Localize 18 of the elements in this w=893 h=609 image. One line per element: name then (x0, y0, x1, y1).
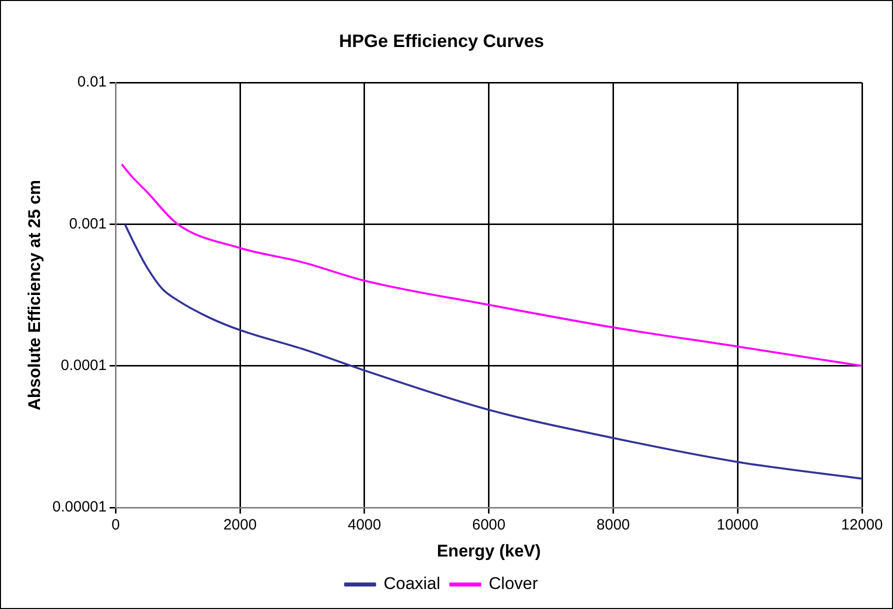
line-series (120, 163, 862, 367)
x-tick-label: 4000 (348, 516, 382, 534)
x-tick-label: 8000 (596, 516, 630, 534)
y-tick-label: 0.01 (77, 74, 107, 91)
legend-label: Clover (488, 574, 538, 594)
chart-title: HPGe Efficiency Curves (338, 30, 544, 51)
y-axis-title: Absolute Efficiency at 25 cm (24, 180, 44, 410)
x-tick-label: 0 (111, 516, 120, 534)
x-tick-label: 12000 (841, 516, 883, 534)
legend-label: Coaxial (384, 574, 440, 594)
y-tick-label: 0.0001 (60, 357, 107, 374)
y-tick-label: 0.001 (69, 215, 107, 232)
x-tick-label: 10000 (716, 516, 758, 534)
y-tick-label: 0.00001 (52, 498, 107, 516)
x-tick-label: 2000 (223, 516, 257, 534)
line-series (124, 223, 862, 480)
x-axis-title: Energy (keV) (436, 541, 541, 560)
x-tick-label: 6000 (472, 516, 506, 534)
